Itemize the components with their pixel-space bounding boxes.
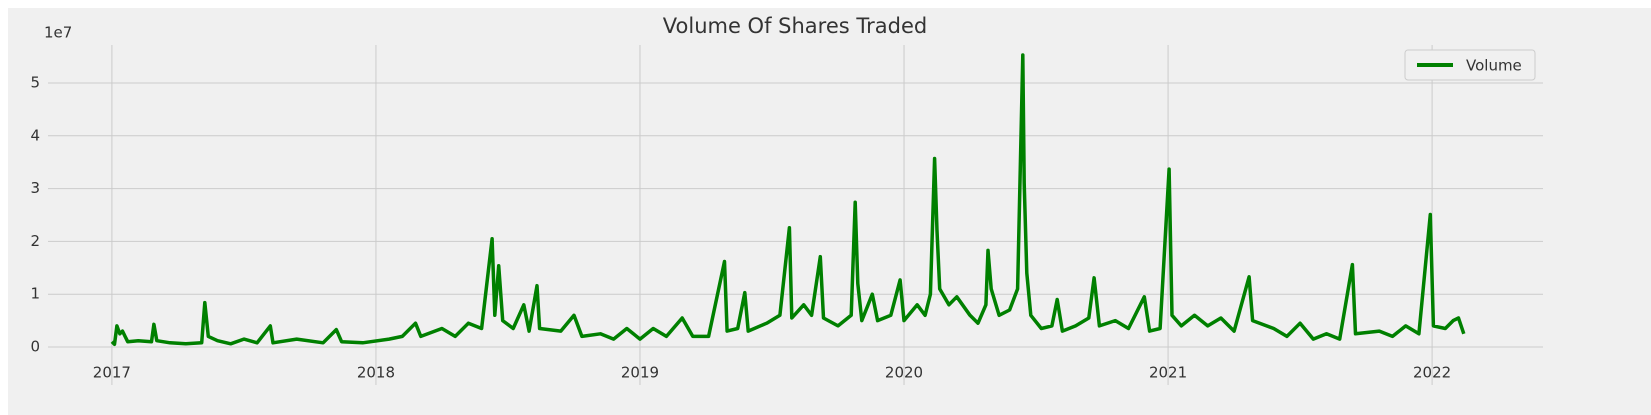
- x-tick-label: 2020: [885, 364, 923, 382]
- x-tick-label: 2022: [1413, 364, 1451, 382]
- y-tick-label: 5: [30, 74, 40, 92]
- chart-title: Volume Of Shares Traded: [663, 14, 927, 38]
- x-tick-label: 2018: [357, 364, 395, 382]
- y-tick-label: 1: [30, 285, 40, 303]
- y-tick-label: 0: [30, 337, 40, 355]
- y-offset-label: 1e7: [44, 24, 72, 42]
- line: [110, 53, 1466, 347]
- x-tick-label: 2017: [93, 364, 131, 382]
- x-tick-label: 2021: [1149, 364, 1187, 382]
- legend-box: [1404, 49, 1536, 81]
- y-tick-label: 4: [30, 126, 40, 144]
- y-tick-label: 2: [30, 232, 40, 250]
- legend-label: Volume: [1466, 57, 1522, 75]
- y-tick-label: 3: [30, 179, 40, 197]
- x-tick-label: 2019: [621, 364, 659, 382]
